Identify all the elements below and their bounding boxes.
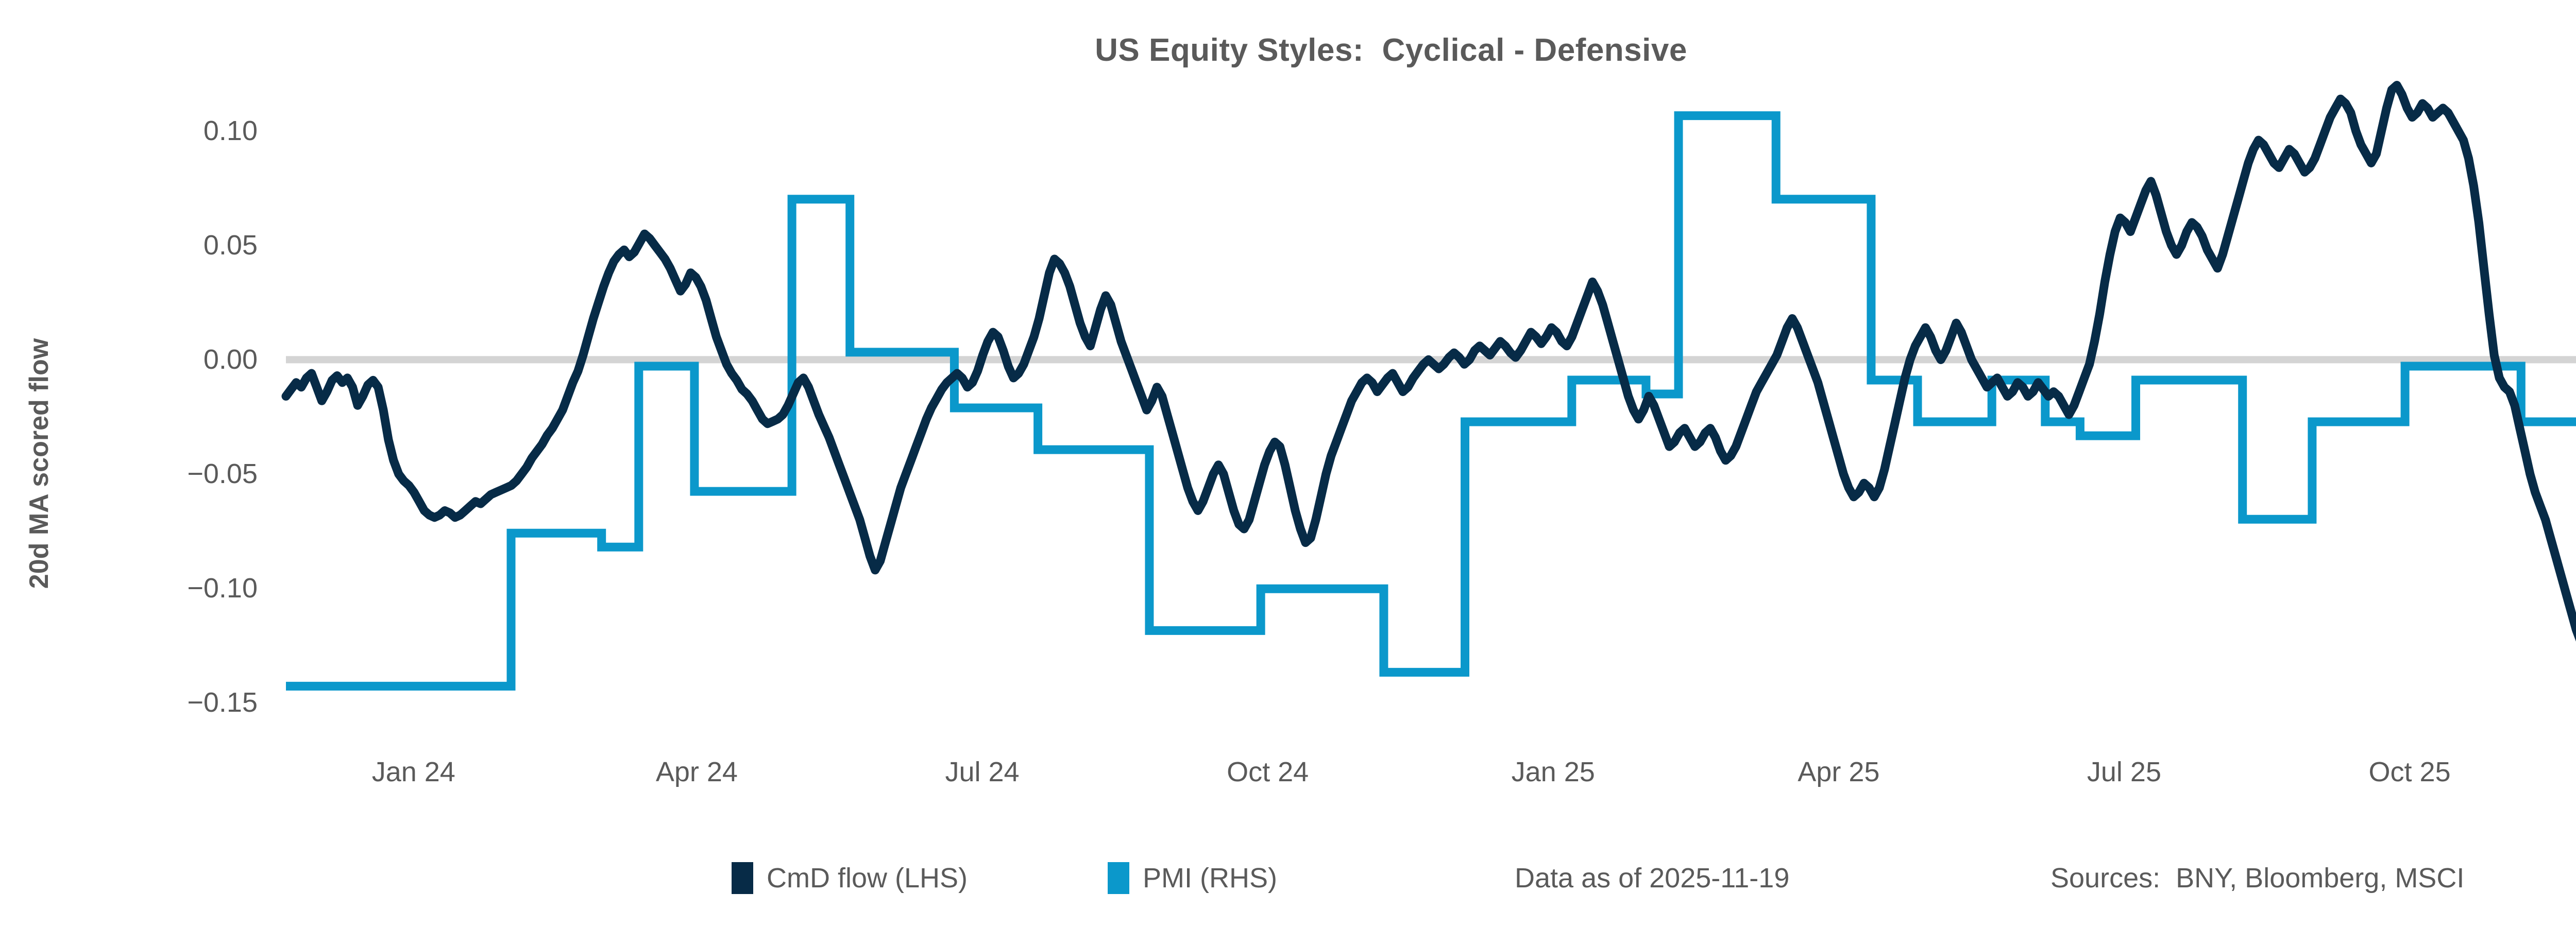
legend-item-cmd-flow[interactable]: CmD flow (LHS) — [732, 850, 968, 906]
page-title: US Equity Styles: Cyclical - Defensive — [1095, 32, 1687, 68]
chart-legend: CmD flow (LHS) PMI (RHS) — [0, 850, 2576, 906]
x-tick-6: Jul 25 — [2087, 757, 2162, 787]
x-tick-0: Jan 24 — [371, 757, 455, 787]
legend-swatch-cyan-icon — [1108, 862, 1129, 894]
legend-label-cmd-flow: CmD flow (LHS) — [767, 863, 968, 894]
x-tick-4: Jan 25 — [1511, 757, 1595, 787]
x-tick-5: Apr 25 — [1798, 757, 1880, 787]
x-tick-2: Jul 24 — [945, 757, 1020, 787]
legend-item-pmi[interactable]: PMI (RHS) — [1108, 850, 1277, 906]
y-tick-left-0: 0.10 — [203, 115, 258, 147]
x-tick-1: Apr 24 — [655, 757, 738, 787]
x-tick-3: Oct 24 — [1227, 757, 1309, 787]
sources-note: Sources: BNY, Bloomberg, MSCI — [2050, 863, 2465, 894]
y-tick-left-4: −0.10 — [187, 573, 258, 604]
y-tick-left-1: 0.05 — [203, 230, 258, 261]
y-tick-left-5: −0.15 — [187, 687, 258, 718]
x-tick-7: Oct 25 — [2368, 757, 2451, 787]
y-tick-left-3: −0.05 — [187, 458, 258, 490]
series-line-pmi — [286, 111, 2576, 691]
series-line-cmd-flow — [281, 81, 2576, 642]
y-tick-left-2: 0.00 — [203, 344, 258, 375]
legend-label-pmi: PMI (RHS) — [1143, 863, 1277, 894]
legend-swatch-navy-icon — [732, 862, 753, 894]
data-as-of-note: Data as of 2025-11-19 — [1515, 863, 1790, 894]
